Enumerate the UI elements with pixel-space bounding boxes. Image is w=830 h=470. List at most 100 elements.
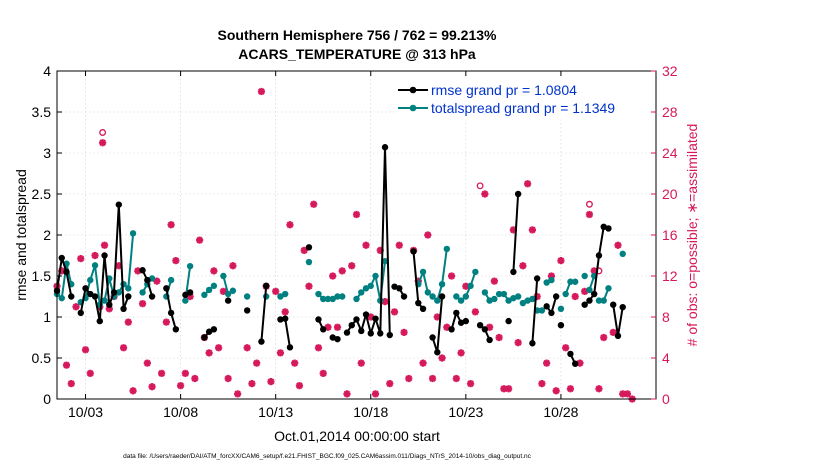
rmse-point xyxy=(362,311,370,318)
totalspread-point xyxy=(472,268,479,276)
obs-mark-stroke xyxy=(576,359,584,367)
obs-mark-stroke xyxy=(329,272,337,280)
rmse-point xyxy=(358,327,365,335)
totalspread-line-segment xyxy=(431,248,448,303)
y-right-tick-label: 0 xyxy=(662,391,670,407)
obs-mark-stroke xyxy=(305,282,313,290)
obs-mark-stroke xyxy=(267,378,275,385)
legend-spread-marker xyxy=(409,104,417,112)
obs-assimilated-point xyxy=(210,267,218,275)
obs-mark-stroke xyxy=(191,375,199,382)
obs-mark-stroke xyxy=(429,375,436,382)
rmse-point xyxy=(262,282,270,290)
obs-mark-stroke xyxy=(229,262,237,270)
rmse-point xyxy=(610,301,617,308)
legend: rmse grand pr = 1.0804 totalspread grand… xyxy=(394,78,651,120)
rmse-point xyxy=(396,285,403,292)
totalspread-point xyxy=(201,291,208,299)
rmse-point xyxy=(586,297,593,304)
obs-mark-stroke xyxy=(172,257,180,265)
obs-mark-stroke xyxy=(101,241,108,249)
chart-title: Southern Hemisphere 756 / 762 = 99.213% xyxy=(218,27,498,43)
rmse-point xyxy=(381,144,389,151)
obs-assimilated-point xyxy=(428,374,437,383)
obs-assimilated-point xyxy=(267,377,275,386)
legend-rmse-marker xyxy=(409,86,417,94)
obs-assimilated-point xyxy=(314,344,323,352)
obs-mark-stroke xyxy=(148,383,156,391)
obs-assimilated-point xyxy=(495,333,503,342)
totalspread-point xyxy=(129,230,137,237)
y-left-tick-label: 3.5 xyxy=(32,104,52,120)
y-left-tick-label: 2.5 xyxy=(32,186,52,202)
obs-mark-stroke xyxy=(300,246,308,254)
obs-mark-stroke xyxy=(405,375,413,382)
y-axis-right-label: # of obs: o=possible; ∗=assimilated xyxy=(684,124,700,347)
y-left-tick-label: 1 xyxy=(43,309,51,325)
obs-assimilated-point xyxy=(566,385,575,393)
obs-assimilated-point xyxy=(452,374,460,383)
rmse-line-segment xyxy=(531,278,539,344)
obs-assimilated-point xyxy=(348,262,356,270)
obs-mark-stroke xyxy=(595,385,603,393)
y-left-tick-label: 2 xyxy=(43,227,51,243)
rmse-point xyxy=(106,301,113,308)
obs-assimilated-point xyxy=(519,262,527,270)
totalspread-point xyxy=(419,268,427,276)
rmse-point xyxy=(96,317,103,325)
rmse-point xyxy=(510,268,517,276)
obs-mark-stroke xyxy=(72,303,80,311)
obs-assimilated-point xyxy=(557,257,565,265)
totalspread-point xyxy=(320,295,327,303)
rmse-point xyxy=(590,290,598,298)
legend-spread-label: totalspread grand pr = 1.1349 xyxy=(431,100,615,116)
obs-mark-stroke xyxy=(467,380,474,388)
obs-assimilated-point xyxy=(62,361,71,369)
rmse-point xyxy=(87,290,94,298)
rmse-line-segment xyxy=(280,317,291,348)
obs-mark-stroke xyxy=(77,255,85,262)
obs-mark-stroke xyxy=(490,277,498,285)
rmse-point xyxy=(167,309,175,317)
totalspread-point xyxy=(91,262,99,269)
x-tick-label: 10/28 xyxy=(543,404,578,420)
obs-mark-stroke xyxy=(196,236,203,244)
obs-assimilated-point xyxy=(99,139,107,147)
rmse-point xyxy=(400,293,408,300)
obs-mark-stroke xyxy=(590,267,598,275)
rmse-point xyxy=(481,326,489,333)
rmse-point xyxy=(386,331,393,339)
obs-assimilated-point xyxy=(295,382,304,390)
obs-mark-stroke xyxy=(519,262,527,270)
rmse-point xyxy=(258,338,265,345)
obs-assimilated-point xyxy=(291,359,299,367)
totalspread-point xyxy=(495,290,503,298)
obs-assimilated-point xyxy=(181,369,189,377)
obs-assimilated-point xyxy=(490,277,498,285)
obs-mark-stroke xyxy=(400,328,408,336)
x-axis-label: Oct.01,2014 00:00:00 start xyxy=(274,428,440,444)
y-axis-left-label: rmse and totalspread xyxy=(13,169,29,301)
rmse-point xyxy=(243,307,251,314)
obs-mark-stroke xyxy=(134,267,142,275)
obs-assimilated-point xyxy=(276,349,285,357)
obs-mark-stroke xyxy=(86,369,94,377)
obs-assimilated-point xyxy=(538,380,546,388)
obs-assimilated-point xyxy=(395,241,403,249)
totalspread-point xyxy=(538,307,546,314)
rmse-line-segment xyxy=(56,257,73,297)
rmse-point xyxy=(120,305,127,312)
obs-assimilated-point xyxy=(286,221,294,229)
totalspread-point xyxy=(571,278,579,285)
obs-assimilated-point xyxy=(466,380,475,388)
obs-mark-stroke xyxy=(457,349,465,357)
rmse-point xyxy=(348,322,355,329)
obs-mark-stroke xyxy=(543,359,551,367)
rmse-point xyxy=(334,335,341,343)
chart-subtitle: ACARS_TEMPERATURE @ 313 hPa xyxy=(238,46,476,62)
obs-mark-stroke xyxy=(571,293,579,300)
legend-rmse-label: rmse grand pr = 1.0804 xyxy=(431,82,577,98)
rmse-point xyxy=(533,275,541,282)
obs-assimilated-point xyxy=(281,308,289,316)
obs-assimilated-point xyxy=(300,246,308,254)
